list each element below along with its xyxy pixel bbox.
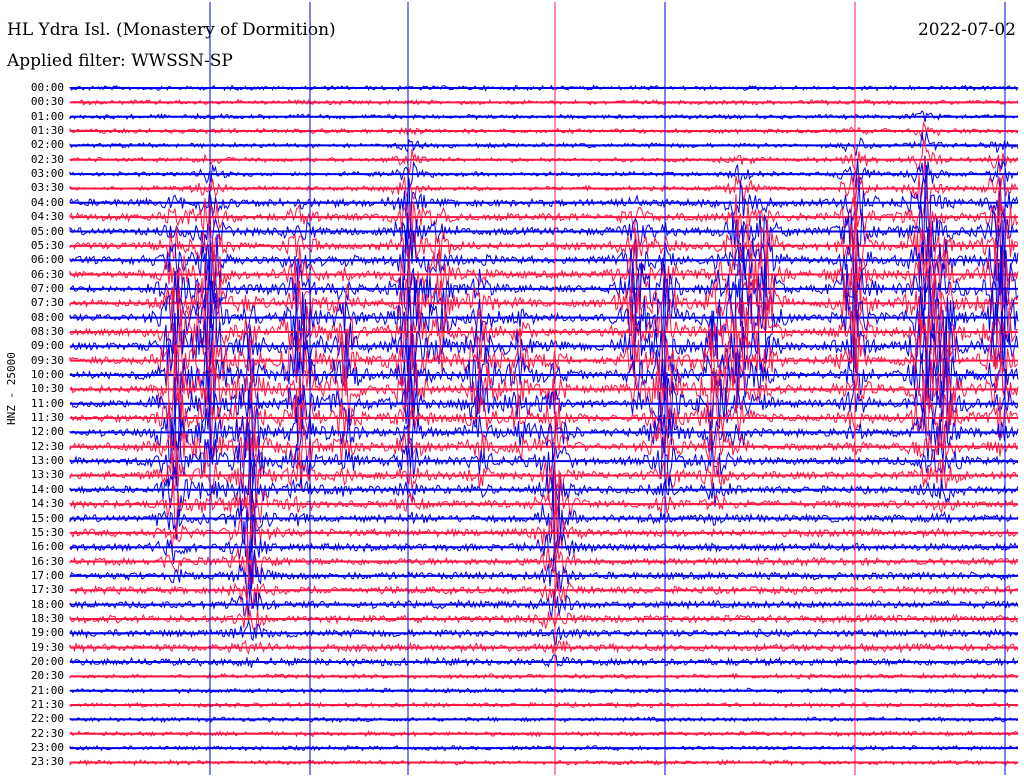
hour-label: 22:30 [30,726,64,740]
hour-label: 23:00 [30,741,64,755]
hour-label: 07:30 [30,296,64,310]
hour-label: 01:00 [30,109,64,123]
hour-label: 21:30 [30,698,64,712]
hour-label: 11:30 [30,411,64,425]
hour-labels: 00:00 00:30 01:00 01:30 02:00 02:30 03:00 03:30… [0,0,64,780]
hour-label: 08:00 [30,310,64,324]
hour-label: 12:30 [30,439,64,453]
hour-label: 05:30 [30,238,64,252]
hour-label: 11:00 [30,396,64,410]
hour-label: 05:00 [30,224,64,238]
trace-line [69,312,1019,422]
trace-line [69,422,1019,494]
hour-label: 00:30 [30,95,64,109]
filter-label: Applied filter: WWSSN-SP [7,51,233,71]
hour-label: 06:00 [30,253,64,267]
hour-label: 09:30 [30,353,64,367]
hour-label: 06:30 [30,267,64,281]
hour-label: 10:30 [30,382,64,396]
trace-line [69,470,1019,554]
trace-line [69,197,1019,281]
hour-label: 10:00 [30,368,64,381]
date-label: 2022-07-02 [917,20,1016,40]
hour-label: 23:30 [30,755,64,769]
hour-label: 15:30 [30,525,64,539]
hour-label: 17:30 [30,583,64,597]
hour-label: 13:30 [30,468,64,482]
hour-label: 15:00 [30,511,64,525]
hour-label: 00:00 [30,81,64,94]
hour-label: 19:30 [30,640,64,654]
hour-label: 01:30 [30,124,64,138]
hour-label: 07:00 [30,281,64,295]
trace-line [69,505,1019,569]
hour-label: 04:00 [30,195,64,209]
hour-label: 09:00 [30,339,64,353]
hour-label: 16:00 [30,540,64,554]
hour-label: 03:30 [30,181,64,195]
trace-line [69,165,1019,235]
trace-line [69,514,1019,579]
station-title: HL Ydra Isl. (Monastery of Dormition) [7,20,336,40]
hour-label: 20:30 [30,669,64,683]
trace-line [69,477,1019,575]
trace-line [69,344,1019,457]
hour-label: 22:00 [30,712,64,726]
hour-label: 18:00 [30,597,64,611]
trace-line [69,377,1019,486]
trace-line [69,285,1019,402]
hour-label: 20:00 [30,655,64,668]
hour-label: 04:30 [30,210,64,224]
hour-label: 13:00 [30,454,64,468]
trace-line [69,244,1019,329]
hour-label: 03:00 [30,167,64,181]
hour-label: 14:00 [30,482,64,496]
hour-label: 12:00 [30,425,64,439]
hour-label: 16:30 [30,554,64,568]
hour-label: 18:30 [30,611,64,625]
hour-label: 14:30 [30,497,64,511]
hour-label: 19:00 [30,626,64,640]
hour-label: 02:00 [30,138,64,152]
hour-label: 08:30 [30,324,64,338]
hour-label: 02:30 [30,152,64,166]
hour-label: 21:00 [30,683,64,697]
hour-label: 17:00 [30,568,64,582]
trace-line [69,131,1019,156]
trace-line [69,357,1019,452]
